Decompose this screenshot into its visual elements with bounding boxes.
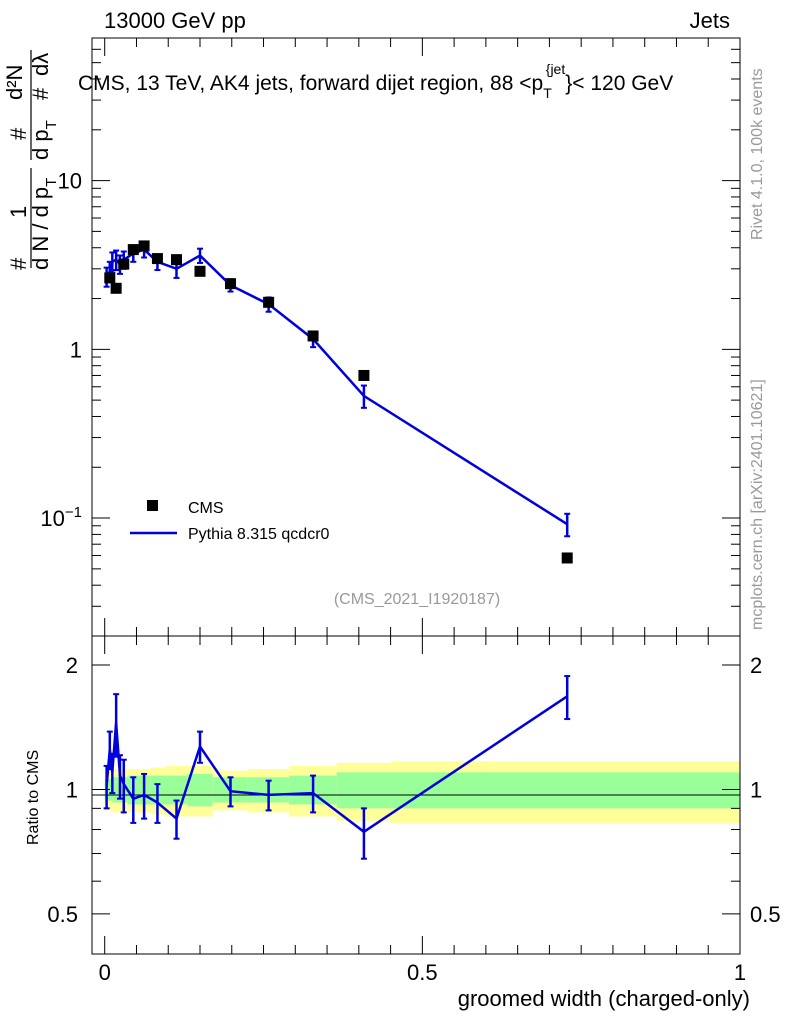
ytick-exponent: −1 bbox=[65, 504, 82, 521]
ratio-xtick-label: 1 bbox=[734, 960, 746, 985]
plot-title-main: CMS, 13 TeV, AK4 jets, forward dijet reg… bbox=[78, 72, 543, 95]
cms-data-point bbox=[358, 369, 370, 381]
main-ylabel: # 1 d N / d pT # d²N d pT dλ # bbox=[2, 50, 60, 270]
ratio-band-inner bbox=[336, 772, 391, 809]
ylabel-dpt-sub: T bbox=[43, 120, 60, 129]
ratio-axis-ticks: 0.5 0.5 1 1 2 2 0 0.5 1 bbox=[47, 636, 781, 985]
ratio-ytick-label-left: 0.5 bbox=[47, 902, 78, 927]
ratio-band-inner bbox=[390, 772, 740, 809]
main-ytick-label: 10−1 bbox=[40, 504, 82, 531]
ylabel-dpt-main: d p bbox=[28, 129, 53, 160]
ylabel-hash-3: # bbox=[28, 87, 53, 100]
ratio-ytick-label-left: 1 bbox=[66, 777, 78, 802]
ratio-uncertainty-bands bbox=[104, 761, 740, 823]
xaxis-label: groomed width (charged-only) bbox=[458, 986, 750, 1011]
ylabel-numerator: 1 bbox=[6, 206, 31, 218]
cms-data-point bbox=[170, 254, 182, 266]
ylabel-dpt: d pT bbox=[28, 120, 60, 160]
cms-data-point bbox=[194, 265, 206, 277]
ratio-ylabel: Ratio to CMS bbox=[25, 750, 42, 845]
cms-data-point bbox=[561, 552, 573, 564]
header-jets: Jets bbox=[690, 8, 730, 33]
legend: CMS Pythia 8.315 qcdcr0 bbox=[130, 500, 330, 543]
header-energy: 13000 GeV pp bbox=[104, 8, 246, 33]
ylabel-denominator-main: d N / d p bbox=[28, 187, 53, 270]
ratio-band-inner bbox=[187, 773, 213, 807]
ylabel-d2n: d²N bbox=[2, 65, 27, 100]
ratio-ytick-label-right: 0.5 bbox=[750, 902, 781, 927]
main-ytick-label: 10 bbox=[58, 169, 82, 194]
cms-data-point bbox=[104, 272, 116, 284]
cms-data-point bbox=[138, 240, 150, 252]
ratio-xtick-label: 0.5 bbox=[407, 960, 438, 985]
ratio-band-inner bbox=[112, 777, 120, 803]
analysis-id: (CMS_2021_I1920187) bbox=[334, 591, 500, 608]
cms-data-point bbox=[263, 296, 275, 308]
ratio-band-inner bbox=[165, 775, 188, 805]
ratio-ytick-label-right: 1 bbox=[750, 777, 762, 802]
ylabel-denominator-sub: T bbox=[43, 178, 60, 187]
rivet-label: Rivet 4.1.0, 100k events bbox=[749, 68, 766, 240]
cms-data-point bbox=[110, 282, 122, 294]
ytick-base: 10 bbox=[40, 506, 64, 531]
ratio-ytick-label-left: 2 bbox=[66, 653, 78, 678]
main-ytick-label: 1 bbox=[70, 337, 82, 362]
ratio-plot-frame bbox=[91, 635, 741, 955]
plot-title: CMS, 13 TeV, AK4 jets, forward dijet reg… bbox=[78, 61, 673, 101]
cms-data-point bbox=[151, 253, 163, 265]
ylabel-dlambda: dλ bbox=[28, 53, 53, 76]
ratio-plot-panel: 0.5 0.5 1 1 2 2 0 0.5 1 Ratio to CMS groomed wid… bbox=[25, 635, 781, 1011]
mcplots-label: mcplots.cern.ch [arXiv:2401.10621] bbox=[749, 379, 766, 630]
ratio-xtick-label: 0 bbox=[99, 960, 111, 985]
ylabel-hash-1: # bbox=[6, 257, 31, 270]
main-series-layer bbox=[103, 240, 573, 564]
cms-data-point bbox=[307, 330, 319, 342]
main-plot-frame bbox=[91, 37, 741, 637]
mc-curve-main bbox=[105, 248, 568, 526]
plot-title-tail: }< 120 GeV bbox=[565, 72, 673, 95]
legend-label-pythia: Pythia 8.315 qcdcr0 bbox=[188, 526, 330, 543]
cms-data-point bbox=[127, 244, 139, 256]
ylabel-denominator: d N / d pT bbox=[28, 178, 60, 270]
plot-title-sup: {jet bbox=[546, 61, 566, 77]
ylabel-hash-2: # bbox=[6, 127, 31, 140]
legend-marker-cms bbox=[147, 500, 158, 511]
ratio-series-layer bbox=[103, 675, 571, 860]
cms-data-point bbox=[224, 278, 236, 290]
plot-title-sub: T bbox=[543, 85, 552, 101]
mc-curve-ratio bbox=[105, 695, 568, 834]
cms-data-point bbox=[118, 258, 130, 270]
legend-label-cms: CMS bbox=[188, 500, 224, 517]
ratio-ytick-label-right: 2 bbox=[750, 653, 762, 678]
